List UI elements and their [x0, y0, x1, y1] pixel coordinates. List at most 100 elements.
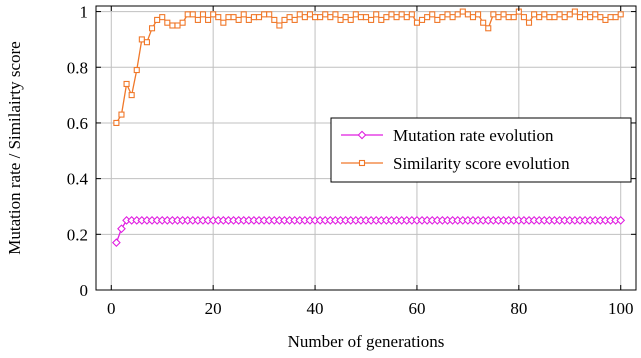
data-point-square: [434, 16, 441, 23]
data-point-square: [490, 11, 497, 18]
data-point-square: [133, 66, 140, 74]
data-point-square: [205, 16, 212, 23]
data-point-square: [602, 16, 609, 23]
y-tick-label: 1: [80, 3, 89, 22]
data-point-square: [210, 11, 217, 18]
data-point-square: [597, 14, 604, 21]
data-point-square: [154, 16, 161, 23]
data-point-square: [164, 19, 171, 26]
data-point-square: [393, 14, 400, 21]
data-point-square: [291, 16, 298, 23]
data-point-square: [556, 11, 563, 18]
data-point-square: [408, 11, 415, 18]
data-point-square: [469, 14, 477, 21]
data-point-square: [281, 16, 288, 23]
data-point-square: [464, 11, 471, 18]
data-point-square: [301, 14, 308, 21]
data-point-diamond: [616, 216, 626, 225]
data-point-square: [245, 16, 252, 23]
data-point-square: [454, 11, 461, 18]
data-point-square: [582, 11, 589, 18]
data-point-square: [525, 19, 533, 26]
data-point-square: [148, 25, 156, 32]
data-point-square: [378, 16, 385, 23]
legend-swatch-marker: [357, 130, 367, 140]
data-point-square: [439, 14, 446, 21]
data-point-square: [123, 80, 130, 88]
data-point-square: [368, 16, 375, 23]
data-point-square: [286, 14, 293, 21]
data-point-square: [459, 8, 466, 15]
ticks: 0 20 40 60 80 100 0 0.2 0.4 0.6 0.8 1: [67, 3, 636, 318]
data-point-square: [327, 14, 334, 21]
data-point-square: [357, 14, 364, 21]
y-tick-label: 0.8: [67, 58, 88, 77]
data-point-square: [388, 11, 395, 18]
x-tick-label: 40: [307, 299, 324, 318]
data-point-square: [485, 25, 492, 32]
data-point-square: [617, 11, 624, 18]
x-tick-label: 60: [408, 299, 425, 318]
y-tick-label: 0.6: [67, 114, 88, 133]
data-point-square: [220, 19, 227, 26]
y-tick-label: 0.2: [67, 225, 88, 244]
legend-label: Similarity score evolution: [393, 154, 570, 173]
y-axis-label: Mutation rate / Similairty score: [5, 41, 24, 254]
data-point-square: [215, 14, 222, 21]
y-tick-label: 0: [80, 281, 89, 300]
data-point-square: [143, 39, 150, 46]
y-tick-label: 0.4: [67, 170, 89, 189]
data-point-square: [276, 22, 283, 29]
data-point-square: [444, 11, 451, 18]
data-point-square: [118, 111, 125, 118]
data-point-square: [561, 14, 568, 21]
legend-entry: Mutation rate evolution: [341, 126, 554, 145]
data-point-square: [230, 14, 237, 21]
data-point-square: [312, 14, 319, 21]
data-point-square: [566, 11, 573, 18]
data-point-diamond: [117, 224, 126, 234]
data-point-square: [317, 14, 324, 21]
data-point-square: [306, 11, 314, 18]
legend-label: Mutation rate evolution: [393, 126, 554, 145]
data-point-square: [403, 14, 410, 21]
data-point-square: [607, 14, 614, 21]
x-tick-label: 0: [107, 299, 116, 318]
data-point-square: [266, 11, 273, 18]
data-point-square: [128, 92, 135, 99]
x-tick-label: 100: [608, 299, 634, 318]
legend-entry: Similarity score evolution: [341, 154, 570, 173]
data-point-square: [225, 14, 232, 21]
data-point-square: [179, 19, 186, 26]
data-point-square: [413, 19, 420, 26]
data-point-square: [510, 14, 517, 21]
data-point-square: [500, 11, 507, 18]
data-point-square: [138, 36, 145, 43]
data-point-square: [189, 11, 196, 18]
data-point-square: [480, 19, 487, 26]
data-point-square: [174, 22, 181, 29]
data-point-square: [261, 11, 268, 18]
data-point-square: [169, 22, 176, 29]
data-point-square: [199, 11, 207, 18]
data-point-square: [271, 16, 278, 23]
series-0: [111, 216, 626, 248]
data-point-square: [571, 8, 578, 15]
data-point-square: [536, 14, 543, 21]
data-point-square: [398, 11, 405, 18]
data-point-square: [250, 14, 257, 21]
data-point-square: [332, 11, 339, 18]
data-point-square: [541, 11, 548, 18]
data-point-square: [194, 16, 201, 23]
data-point-square: [592, 11, 599, 18]
data-point-square: [612, 14, 619, 21]
data-point-square: [495, 14, 502, 21]
data-point-square: [551, 14, 558, 21]
data-point-square: [546, 14, 553, 21]
data-point-square: [505, 14, 512, 21]
x-tick-label: 20: [205, 299, 222, 318]
data-point-square: [352, 11, 359, 18]
data-point-square: [337, 16, 344, 23]
data-point-square: [159, 14, 166, 21]
